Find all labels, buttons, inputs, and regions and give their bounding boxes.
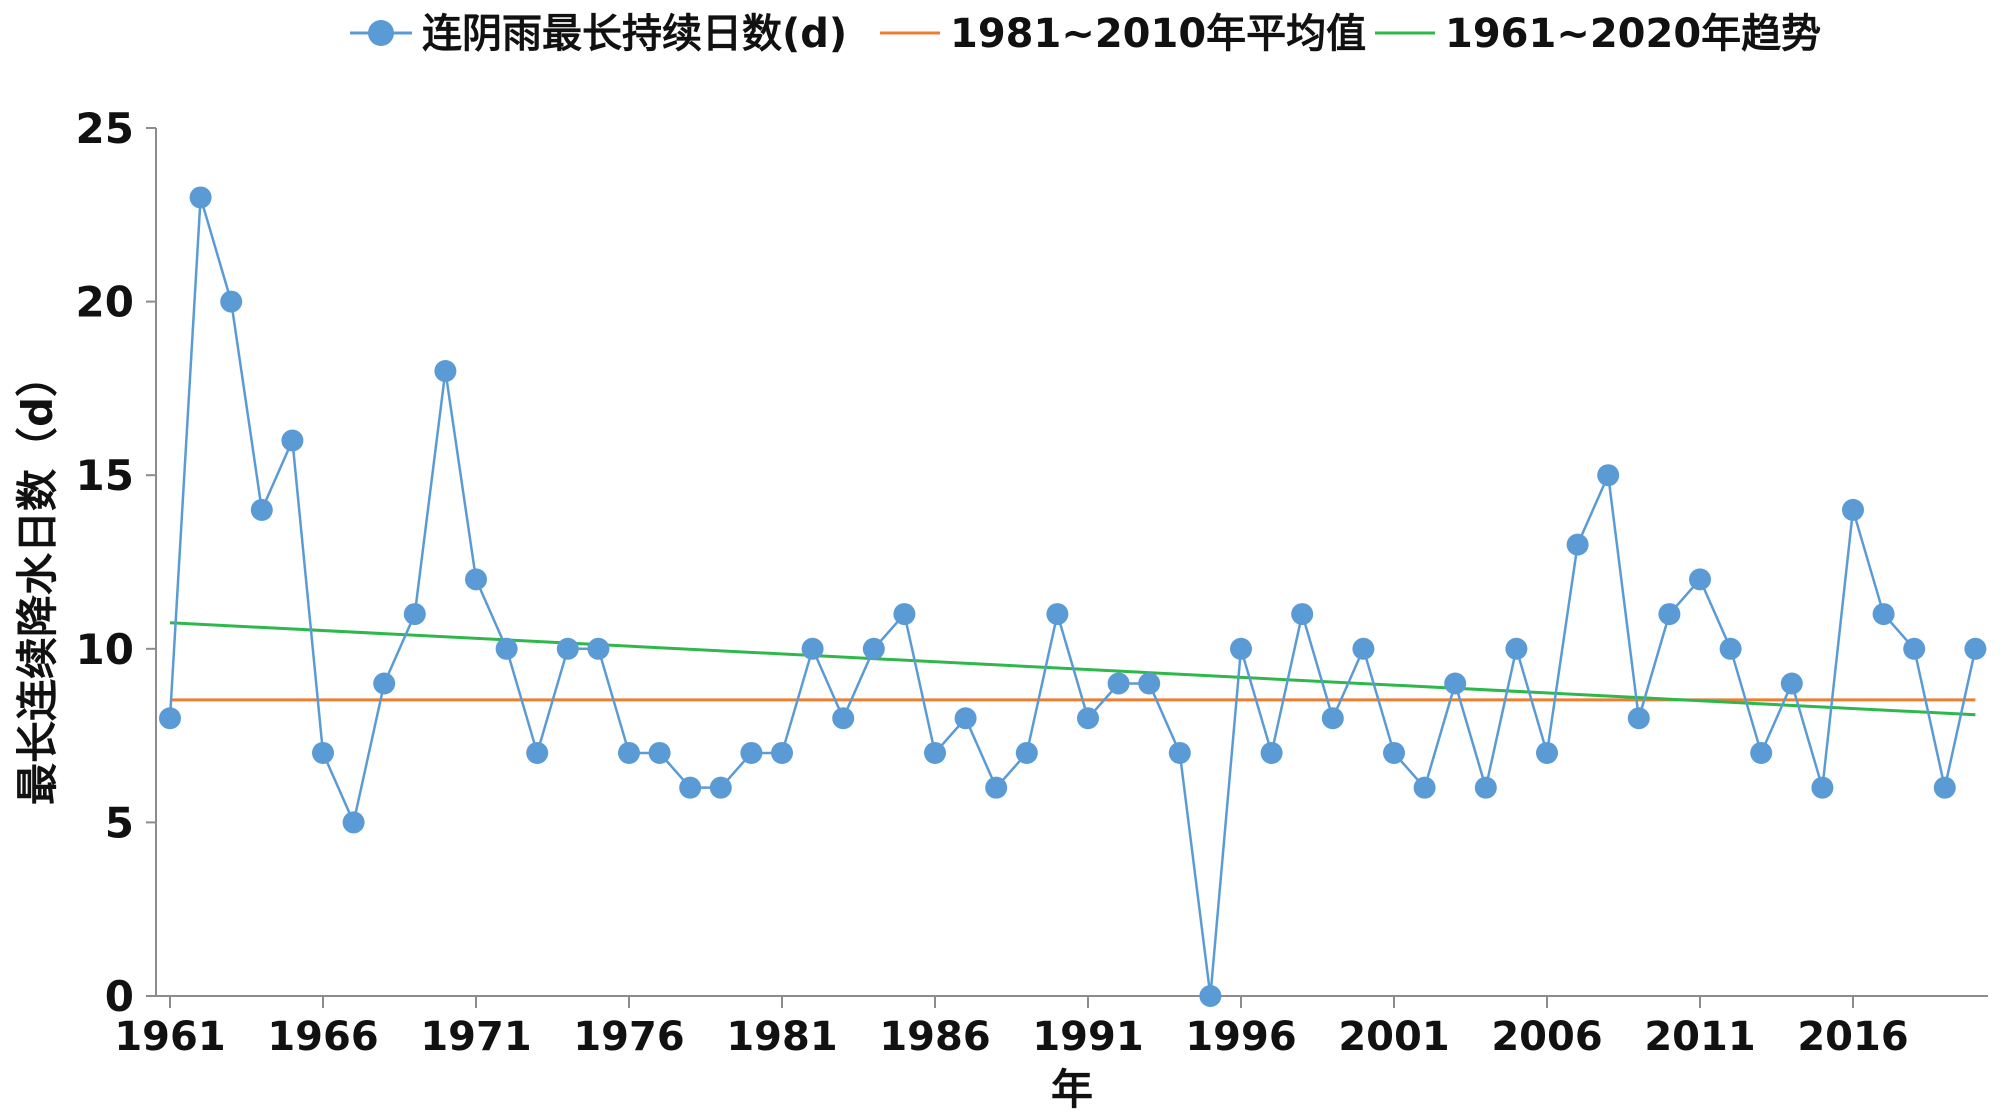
y-tick-label: 5 bbox=[105, 798, 134, 847]
data-point bbox=[893, 603, 916, 626]
x-tick-label: 2011 bbox=[1644, 1014, 1755, 1060]
x-tick-label: 1966 bbox=[267, 1014, 378, 1060]
data-point bbox=[1046, 603, 1069, 626]
data-point bbox=[1352, 637, 1375, 660]
y-axis-ticks: 0 5 10 15 20 25 bbox=[76, 104, 156, 1021]
data-point bbox=[924, 741, 946, 764]
y-tick-label: 0 bbox=[105, 972, 134, 1021]
x-tick-label: 1976 bbox=[573, 1014, 684, 1060]
data-point bbox=[373, 672, 396, 695]
data-point bbox=[832, 707, 855, 730]
data-point bbox=[312, 741, 334, 764]
data-point bbox=[1536, 741, 1558, 764]
data-point bbox=[618, 741, 640, 764]
data-point bbox=[1383, 741, 1405, 764]
data-point bbox=[1750, 741, 1773, 764]
data-point bbox=[526, 741, 549, 764]
data-point bbox=[771, 741, 793, 764]
data-point bbox=[740, 741, 763, 764]
data-point bbox=[1260, 741, 1283, 764]
data-point bbox=[403, 603, 426, 626]
data-point bbox=[1627, 707, 1650, 730]
data-point bbox=[1872, 603, 1895, 626]
data-point bbox=[495, 637, 518, 660]
data-point bbox=[1719, 637, 1742, 660]
data-point bbox=[1780, 672, 1803, 695]
y-tick-label: 10 bbox=[76, 625, 134, 674]
y-tick-label: 15 bbox=[76, 451, 134, 500]
data-point bbox=[1474, 776, 1497, 799]
x-tick-label: 1981 bbox=[726, 1014, 837, 1060]
data-point bbox=[985, 776, 1008, 799]
legend: 连阴雨最长持续日数(d) 1981~2010年平均值 1961~2020年趋势 bbox=[350, 11, 1821, 57]
data-point bbox=[1168, 741, 1191, 764]
data-point bbox=[220, 290, 243, 313]
x-axis-ticks: 1961 1966 1971 1976 1981 1986 1991 1996 2001 2006… bbox=[114, 996, 1909, 1060]
data-point bbox=[281, 429, 304, 452]
data-point bbox=[709, 776, 732, 799]
data-point bbox=[648, 741, 671, 764]
data-point bbox=[1199, 985, 1222, 1007]
data-point bbox=[250, 498, 273, 521]
data-point bbox=[1413, 776, 1436, 799]
legend-marker-series bbox=[368, 20, 394, 46]
x-tick-label: 2016 bbox=[1797, 1014, 1908, 1060]
legend-item-series[interactable]: 连阴雨最长持续日数(d) bbox=[350, 11, 847, 57]
x-tick-label: 1991 bbox=[1032, 1014, 1143, 1060]
x-tick-label: 1961 bbox=[114, 1014, 225, 1060]
data-point bbox=[1505, 637, 1528, 660]
data-point bbox=[1964, 637, 1987, 660]
data-point bbox=[342, 811, 365, 834]
data-point bbox=[862, 637, 885, 660]
data-point bbox=[801, 637, 824, 660]
x-tick-label: 1996 bbox=[1185, 1014, 1296, 1060]
data-point bbox=[1107, 672, 1130, 695]
data-point bbox=[189, 186, 212, 209]
legend-item-average[interactable]: 1981~2010年平均值 bbox=[880, 11, 1366, 57]
legend-item-trend[interactable]: 1961~2020年趋势 bbox=[1375, 11, 1821, 57]
y-tick-label: 25 bbox=[76, 104, 134, 153]
data-point bbox=[1597, 464, 1620, 487]
y-tick-label: 20 bbox=[76, 278, 134, 327]
data-point bbox=[1689, 568, 1711, 591]
x-tick-label: 2001 bbox=[1338, 1014, 1449, 1060]
legend-label-average: 1981~2010年平均值 bbox=[950, 11, 1366, 57]
data-point bbox=[1903, 637, 1926, 660]
plot-area bbox=[159, 186, 1987, 1007]
data-point bbox=[954, 707, 977, 730]
legend-label-trend: 1961~2020年趋势 bbox=[1445, 11, 1821, 57]
x-tick-label: 1971 bbox=[420, 1014, 531, 1060]
data-point bbox=[1566, 533, 1589, 556]
data-point bbox=[465, 568, 487, 591]
data-point bbox=[1077, 707, 1099, 730]
data-point bbox=[1842, 498, 1864, 521]
data-point bbox=[1015, 741, 1038, 764]
data-point bbox=[159, 707, 181, 730]
data-point bbox=[556, 637, 579, 660]
data-point bbox=[679, 776, 702, 799]
data-point bbox=[1321, 707, 1344, 730]
x-axis-title: 年 bbox=[1051, 1065, 1093, 1114]
x-tick-label: 2006 bbox=[1491, 1014, 1602, 1060]
x-tick-label: 1986 bbox=[879, 1014, 990, 1060]
data-point bbox=[1933, 776, 1956, 799]
data-point bbox=[434, 360, 457, 383]
series-line bbox=[168, 196, 1977, 998]
y-axis-title: 最长连续降水日数（d） bbox=[13, 355, 62, 805]
data-point bbox=[1230, 637, 1252, 660]
data-point bbox=[1444, 672, 1467, 695]
data-point bbox=[1291, 603, 1314, 626]
data-point bbox=[1658, 603, 1681, 626]
legend-label-series: 连阴雨最长持续日数(d) bbox=[422, 11, 847, 57]
data-point bbox=[1811, 776, 1834, 799]
data-point bbox=[587, 637, 610, 660]
data-point bbox=[1138, 672, 1161, 695]
